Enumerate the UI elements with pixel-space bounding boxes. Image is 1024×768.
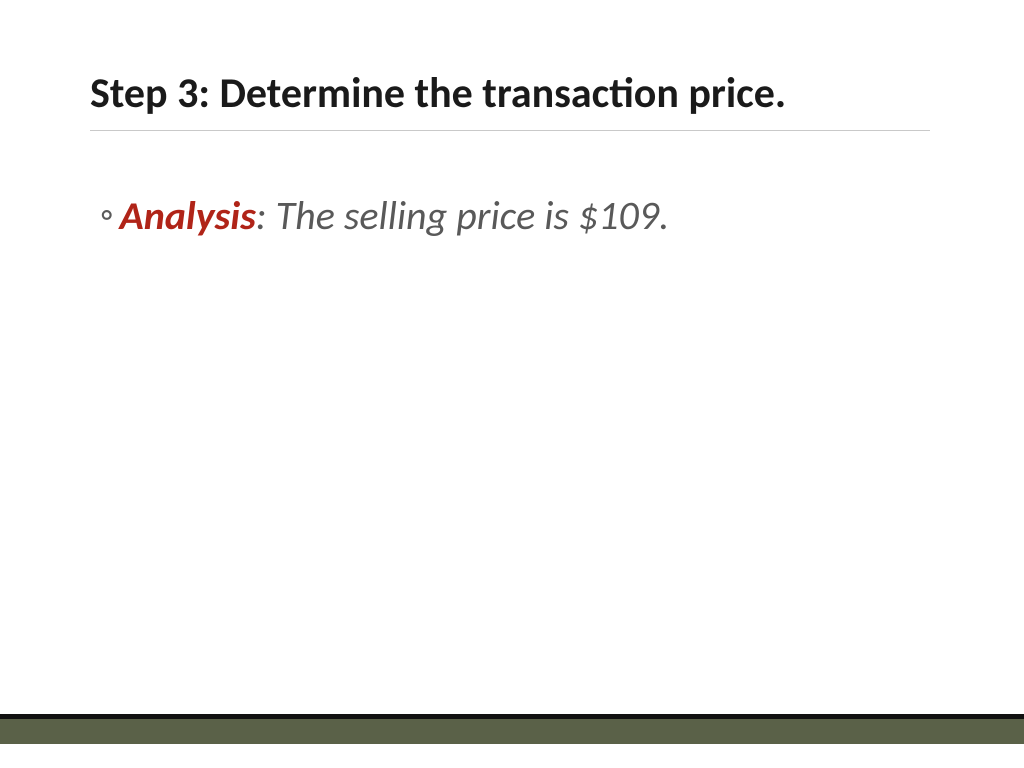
analysis-body: : The selling price is $109. — [256, 191, 669, 240]
title-block: Step 3: Determine the transaction price. — [90, 70, 930, 131]
bullet-text: Analysis: The selling price is $109. — [119, 192, 669, 239]
bullet-item: ◦ Analysis: The selling price is $109. — [100, 192, 920, 239]
analysis-label: Analysis — [119, 191, 255, 240]
slide-title: Step 3: Determine the transaction price. — [90, 70, 930, 131]
bullet-marker: ◦ — [100, 194, 113, 238]
body-block: ◦ Analysis: The selling price is $109. — [100, 192, 920, 239]
slide: Step 3: Determine the transaction price.… — [0, 0, 1024, 768]
footer-bar — [0, 714, 1024, 744]
